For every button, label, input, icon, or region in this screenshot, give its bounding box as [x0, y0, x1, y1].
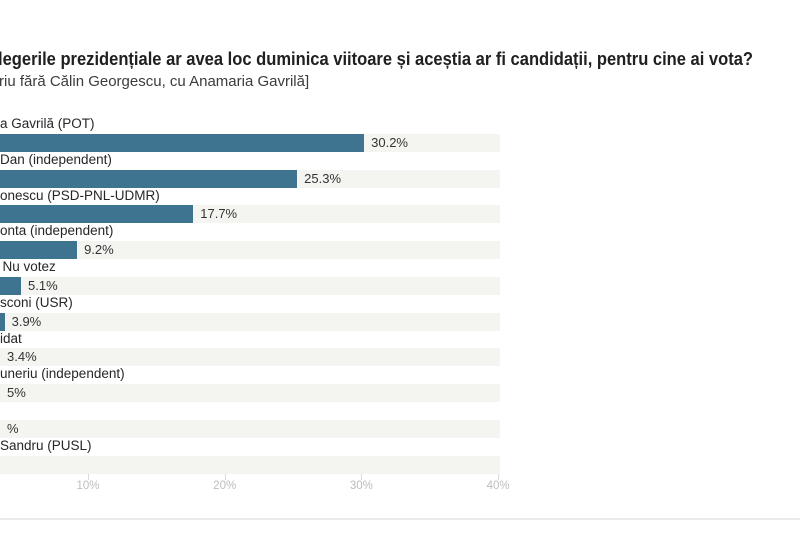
bar-strip: 17.7% — [0, 205, 800, 224]
chart-row: uneriu (independent) 5% — [0, 366, 800, 402]
bar — [0, 312, 5, 331]
bar-track — [0, 276, 500, 295]
bar-track — [0, 384, 500, 402]
bar-strip: 5% — [0, 384, 800, 402]
bar-value-label: % — [7, 420, 19, 436]
bar — [0, 169, 298, 188]
axis-tick — [88, 474, 89, 480]
bar-strip: 30.2% — [0, 133, 800, 152]
bar-label: onta (independent) — [0, 223, 114, 239]
axis-tick-label: 20% — [213, 480, 237, 492]
chart-row: onescu (PSD-PNL-UDMR) 17.7% — [0, 188, 800, 224]
bar-strip: 25.3% — [0, 169, 800, 188]
chart-row: Sandru (PUSL) — [0, 438, 800, 474]
chart-subtitle: riu fără Călin Georgescu, cu Anamaria Ga… — [0, 73, 310, 90]
axis-tick — [361, 474, 363, 480]
bar-value-label: 3.4% — [7, 349, 37, 365]
chart-row: % — [0, 402, 800, 438]
bar-strip — [0, 455, 800, 474]
bar-label: a Gavrilă (POT) — [0, 116, 95, 131]
bottom-divider — [0, 518, 800, 520]
bar-track — [0, 312, 500, 331]
chart-row: idat 3.4% — [0, 331, 800, 367]
bar-track — [0, 419, 500, 438]
axis-tick — [498, 474, 500, 480]
bar-strip: 3.9% — [0, 312, 800, 331]
chart-row: sconi (USR) 3.9% — [0, 295, 800, 331]
bar-track — [0, 455, 500, 474]
bar-track — [0, 241, 500, 259]
bar — [0, 133, 365, 152]
bar-label: sconi (USR) — [0, 294, 73, 310]
chart-title: legerile prezidențiale ar avea loc dumin… — [0, 49, 753, 69]
bar — [0, 276, 22, 295]
chart-row: Dan (independent) 25.3% — [0, 152, 800, 188]
bar-label: / Nu votez — [0, 259, 56, 274]
bar-value-label: 25.3% — [304, 170, 342, 186]
bar-strip: % — [0, 419, 800, 438]
bar-label: Dan (independent) — [0, 151, 112, 167]
axis-tick — [224, 474, 226, 480]
axis-tick-label: 10% — [76, 480, 100, 492]
chart-row: onta (independent) 9.2% — [0, 223, 800, 259]
bar-label: idat — [0, 330, 22, 346]
bar-track — [0, 348, 500, 367]
bar — [0, 205, 194, 224]
bar-value-label: 3.9% — [11, 313, 42, 329]
chart-row: / Nu votez 5.1% — [0, 259, 800, 295]
bar-value-label: 17.7% — [200, 206, 238, 222]
bar-label: onescu (PSD-PNL-UDMR) — [0, 187, 160, 203]
bar-label: uneriu (independent) — [0, 366, 125, 382]
bar-value-label: 5.1% — [28, 277, 58, 293]
bar-strip: 5.1% — [0, 276, 800, 295]
bar-label: Sandru (PUSL) — [0, 437, 92, 453]
bar-value-label: 30.2% — [371, 134, 408, 150]
axis-tick-label: 30% — [349, 480, 373, 492]
bar-strip: 9.2% — [0, 241, 800, 259]
bar-strip: 3.4% — [0, 348, 800, 367]
bar-rows: a Gavrilă (POT) 30.2% Dan (independent) 25.… — [0, 116, 800, 474]
bar-value-label: 5% — [7, 385, 26, 400]
bar-value-label: 9.2% — [84, 242, 114, 257]
bar — [0, 241, 78, 259]
axis-tick-label: 40% — [486, 480, 510, 492]
chart-row: a Gavrilă (POT) 30.2% — [0, 116, 800, 152]
